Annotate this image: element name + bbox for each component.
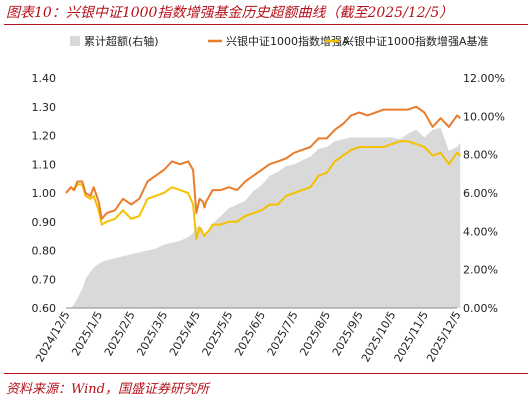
x-tick-label: 2025/7/5: [265, 309, 301, 358]
x-tick-label: 2025/12/5: [424, 309, 463, 364]
left-tick-label: 0.90: [32, 216, 57, 229]
right-tick-label: 10.00%: [463, 110, 505, 123]
x-tick-label: 2025/1/5: [69, 309, 105, 358]
x-tick-label: 2025/6/5: [232, 309, 268, 358]
x-tick-label: 2025/2/5: [102, 309, 138, 358]
x-tick-label: 2025/5/5: [200, 309, 236, 358]
source-note: 资料来源：Wind，国盛证券研究所: [6, 382, 209, 397]
x-tick-label: 2025/8/5: [297, 309, 333, 358]
x-tick-label: 2025/4/5: [167, 309, 203, 358]
left-tick-label: 0.70: [32, 273, 57, 286]
x-tick-label: 2024/12/5: [33, 309, 72, 364]
legend-label: 兴银中证1000指数增强A: [226, 34, 350, 48]
excess-return-area: [66, 127, 461, 308]
left-tick-label: 1.00: [32, 187, 57, 200]
x-tick-label: 2025/3/5: [134, 309, 170, 358]
left-tick-label: 1.20: [32, 130, 57, 143]
left-tick-label: 0.60: [32, 302, 57, 315]
x-tick-label: 2025/9/5: [330, 309, 366, 358]
right-tick-label: 12.00%: [463, 72, 505, 85]
left-tick-label: 1.10: [32, 158, 57, 171]
right-tick-label: 4.00%: [463, 225, 498, 238]
right-tick-label: 0.00%: [463, 302, 498, 315]
chart-title: 图表10：兴银中证1000指数增强基金历史超额曲线（截至2025/12/5）: [6, 5, 454, 21]
right-tick-label: 2.00%: [463, 264, 498, 277]
right-tick-label: 6.00%: [463, 187, 498, 200]
title-rule: [4, 24, 528, 25]
left-tick-label: 0.80: [32, 245, 57, 258]
legend-swatch-area: [70, 36, 80, 46]
benchmark-line: [65, 140, 461, 240]
right-tick-label: 8.00%: [463, 149, 498, 162]
left-tick-label: 1.30: [32, 101, 57, 114]
source-rule: [4, 373, 528, 374]
legend-label: 兴银中证1000指数增强A基准: [343, 34, 489, 48]
fund-line: [65, 105, 461, 220]
left-tick-label: 1.40: [32, 72, 57, 85]
legend-label: 累计超额(右轴): [84, 34, 159, 48]
